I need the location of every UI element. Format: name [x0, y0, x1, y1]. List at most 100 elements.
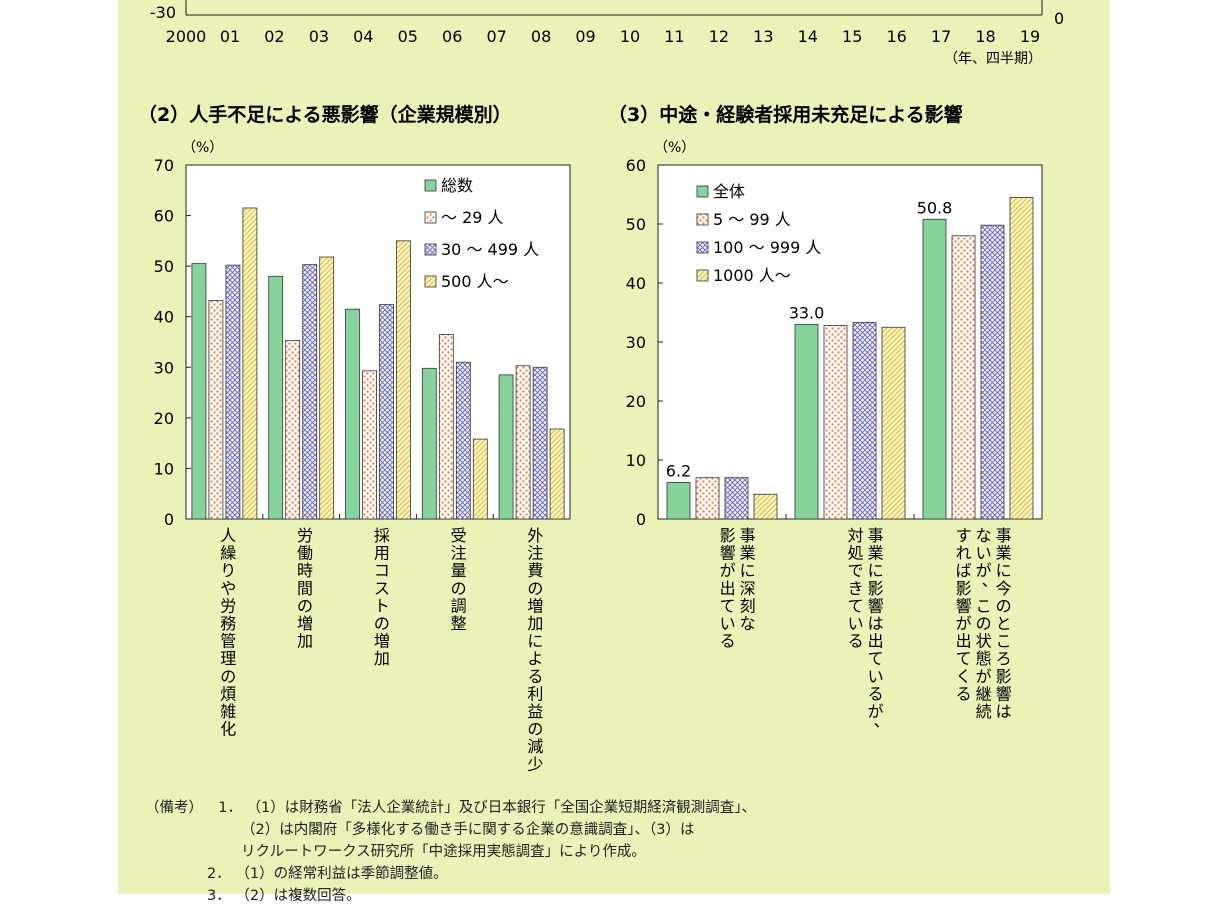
panel1-x-unit: （年、四半期） — [944, 51, 1042, 67]
svg-text:こ: こ — [996, 632, 1012, 651]
svg-text:繰: 繰 — [220, 544, 236, 563]
panel1-x-tick-label: 03 — [309, 27, 329, 46]
p2-legend-label: ～ 29 人 — [441, 208, 504, 227]
svg-text:業: 業 — [996, 544, 1012, 563]
p2-bar — [242, 207, 258, 520]
svg-text:す: す — [956, 526, 972, 545]
notes-line-4: 2． （1）の経常利益は季節調整値。 — [145, 863, 756, 885]
p2-bar — [515, 365, 531, 520]
panel3-bar-chart: （3）中途・経験者採用未充足による影響 （%） 0 10 20 30 40 50 60 6.… — [608, 103, 1043, 731]
note-3-line-1: （2）は複数回答。 — [235, 888, 361, 904]
panel1-x-tick-label: 17 — [931, 27, 951, 46]
p3-bar — [753, 493, 778, 520]
notes-label: （備考） — [145, 800, 203, 816]
svg-text:に: に — [996, 561, 1012, 580]
svg-text:響: 響 — [996, 684, 1012, 703]
notes-line-1: （備考） 1． （1）は財務省「法人企業統計」及び日本銀行「全国企業短期経済観測… — [145, 797, 756, 819]
panel1-x-tick-label: 13 — [753, 27, 773, 46]
svg-text:が: が — [976, 667, 992, 686]
p2-bar — [455, 361, 471, 520]
svg-text:増: 増 — [297, 614, 313, 633]
svg-text:い: い — [848, 614, 864, 633]
p2-bar — [208, 300, 224, 520]
p3-bar — [794, 323, 819, 520]
p3-legend-swatch — [696, 213, 709, 226]
svg-text:影: 影 — [956, 579, 972, 598]
p2-bar — [498, 374, 514, 520]
panel1-x-tick-label: 12 — [709, 27, 729, 46]
svg-text:人: 人 — [220, 526, 236, 545]
svg-text:今: 今 — [996, 579, 1012, 598]
svg-text:減: 減 — [527, 737, 543, 756]
svg-text:業: 業 — [868, 544, 884, 563]
p2-bar — [345, 308, 360, 520]
p2-bar — [379, 304, 394, 520]
svg-text:化: 化 — [220, 720, 236, 739]
p2-legend-swatch — [424, 179, 437, 192]
panel1-x-tick-label: 09 — [575, 27, 595, 46]
svg-text:る: る — [956, 684, 972, 703]
svg-text:や: や — [220, 579, 236, 598]
panel3-y-tick-label: 0 — [636, 510, 646, 529]
panel3-title: （3）中途・経験者採用未充足による影響 — [608, 103, 963, 126]
svg-text:注: 注 — [527, 544, 543, 563]
svg-text:間: 間 — [297, 579, 313, 598]
svg-text:の: の — [297, 596, 313, 615]
svg-text:く: く — [956, 667, 972, 686]
svg-text:れ: れ — [956, 544, 972, 563]
svg-text:の: の — [527, 720, 543, 739]
p3-bar — [852, 322, 877, 520]
svg-text:、: 、 — [982, 571, 998, 590]
panel3-y-tick-label: 10 — [626, 451, 646, 470]
panel3-data-label: 6.2 — [666, 461, 691, 480]
panel3-data-label: 33.0 — [789, 303, 825, 322]
svg-text:事: 事 — [996, 526, 1012, 545]
svg-text:に: に — [527, 632, 543, 651]
svg-text:続: 続 — [976, 702, 992, 721]
note-2-line-1: （1）の経常利益は季節調整値。 — [235, 866, 448, 882]
svg-text:加: 加 — [527, 614, 543, 633]
svg-text:処: 処 — [848, 544, 864, 563]
p2-bar — [319, 256, 335, 520]
panel1-x-tick-label: 16 — [886, 27, 906, 46]
panel2-y-tick-label: 10 — [154, 459, 174, 478]
svg-text:注: 注 — [451, 544, 467, 563]
p3-legend-label: 1000 人～ — [713, 266, 791, 285]
p2-legend-label: 500 人～ — [441, 272, 509, 291]
panel1-x-tick-label: 01 — [220, 27, 240, 46]
panel1-x-tick-label: 08 — [531, 27, 551, 46]
p2-bar — [191, 263, 207, 520]
p2-bar — [549, 428, 565, 520]
panel2-y-unit: （%） — [182, 140, 223, 156]
panel3-y-tick-label: 40 — [626, 274, 646, 293]
svg-text:刻: 刻 — [740, 596, 756, 615]
svg-text:対: 対 — [848, 526, 864, 545]
panel1-x-tick-label: 2000 — [166, 27, 207, 46]
svg-text:増: 増 — [374, 632, 390, 651]
svg-text:労: 労 — [220, 596, 236, 615]
svg-text:て: て — [720, 596, 736, 615]
panel3-y-tick-label: 50 — [626, 215, 646, 234]
svg-text:益: 益 — [527, 702, 543, 721]
p2-legend-label: 総数 — [441, 176, 473, 195]
svg-text:は: は — [996, 702, 1012, 721]
svg-text:継: 継 — [976, 684, 992, 703]
svg-text:影: 影 — [720, 526, 736, 545]
note-2-num: 2． — [207, 866, 231, 882]
panel1-line-chart: -30 0 2000 01 02 03 04 05 06 07 08 09 10 11 12 13 14 15… — [150, 0, 1064, 67]
panel1-x-tick-label: 06 — [442, 27, 462, 46]
svg-text:外: 外 — [527, 526, 543, 545]
svg-text:態: 態 — [976, 649, 992, 668]
svg-text:煩: 煩 — [220, 684, 236, 703]
svg-text:出: 出 — [956, 632, 972, 651]
svg-text:る: る — [720, 632, 736, 651]
svg-text:ろ: ろ — [996, 649, 1012, 668]
svg-text:響: 響 — [868, 596, 884, 615]
